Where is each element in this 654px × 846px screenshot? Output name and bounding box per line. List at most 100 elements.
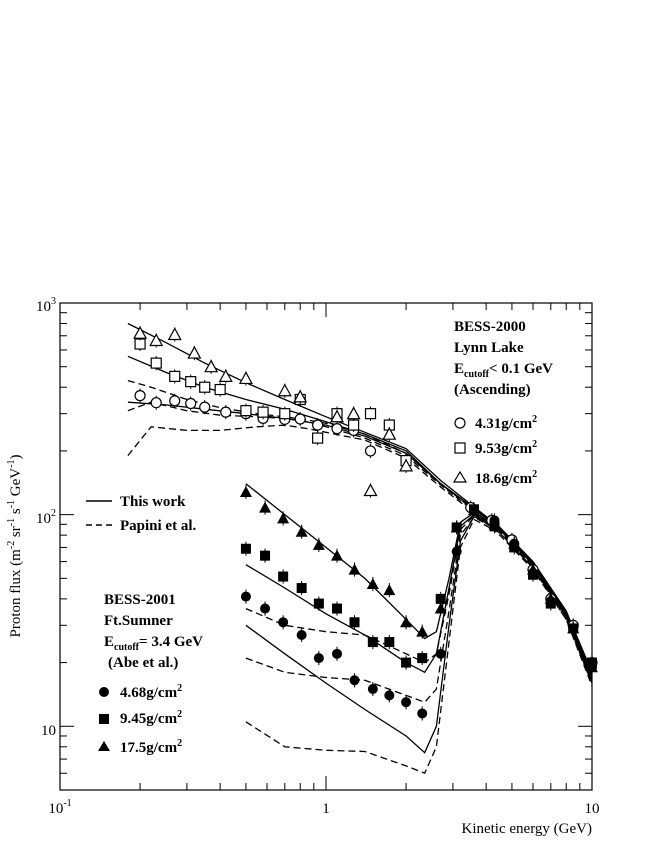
- data-point-filled-square: [401, 657, 412, 668]
- data-point-filled-triangle: [383, 584, 396, 596]
- line-legend: This work Papini et al.: [86, 494, 197, 534]
- legend-marker-filled-triangle: [98, 741, 110, 751]
- data-point-filled-triangle: [526, 563, 539, 575]
- data-point-filled-circle: [435, 648, 446, 659]
- data-point-open-circle: [220, 406, 232, 418]
- legend-2001-title: BESS-2001: [104, 592, 176, 608]
- data-point-filled-triangle: [586, 661, 598, 673]
- legend-series-label: 9.53g/cm2: [475, 439, 537, 457]
- x-tick-label-1: 1: [322, 801, 330, 817]
- data-point-filled-triangle: [450, 521, 463, 533]
- data-point-filled-triangle: [544, 592, 557, 604]
- data-point-filled-square: [332, 603, 343, 614]
- data-point-open-square: [150, 357, 162, 369]
- data-point-filled-circle: [401, 697, 412, 708]
- data-point-filled-circle: [349, 675, 360, 686]
- data-point-filled-circle: [296, 629, 307, 640]
- data-point-open-circle: [134, 390, 146, 402]
- data-point-filled-square: [278, 571, 289, 582]
- data-point-filled-square: [349, 617, 360, 628]
- data-point-filled-triangle: [239, 485, 252, 497]
- y-tick-label-1000: 103: [36, 296, 56, 315]
- data-point-filled-circle: [451, 546, 462, 557]
- data-point-filled-square: [384, 637, 395, 648]
- legend-papini: Papini et al.: [120, 518, 197, 534]
- data-point-filled-square: [313, 598, 324, 609]
- legend-marker-open-triangle: [452, 470, 468, 483]
- data-point-open-triangle: [167, 327, 182, 341]
- data-point-open-circle: [294, 413, 306, 425]
- data-point-open-square: [364, 408, 377, 420]
- data-point-open-circle: [331, 423, 343, 435]
- data-point-open-triangle: [293, 389, 308, 403]
- data-point-filled-triangle: [277, 512, 290, 524]
- data-point-open-triangle: [277, 383, 292, 397]
- data-point-open-triangle: [218, 369, 233, 382]
- data-point-filled-circle: [240, 591, 251, 602]
- data-point-open-circle: [312, 419, 324, 431]
- papini-curve: [245, 514, 593, 681]
- this-work-curve: [245, 483, 593, 678]
- data-point-open-triangle: [149, 333, 164, 347]
- legend-series-label: 18.6g/cm2: [475, 469, 537, 487]
- data-point-open-triangle: [382, 426, 397, 440]
- x-tick-label-10: 10: [585, 801, 600, 817]
- papini-curve: [245, 518, 593, 775]
- data-point-open-triangle: [363, 483, 378, 497]
- legend-marker-open-square: [454, 442, 466, 454]
- data-point-filled-triangle: [259, 501, 272, 513]
- data-point-filled-triangle: [295, 525, 308, 537]
- data-point-open-square: [279, 408, 291, 420]
- data-point-open-triangle: [329, 409, 345, 423]
- data-point-open-triangle: [346, 406, 361, 420]
- data-point-open-triangle: [204, 359, 219, 373]
- x-tick-label-0.1: 10-1: [48, 798, 71, 817]
- data-point-filled-square: [435, 593, 446, 604]
- data-point-open-square: [240, 405, 252, 417]
- data-point-open-square: [257, 406, 269, 418]
- data-point-filled-square: [260, 550, 271, 561]
- data-point-filled-circle: [313, 653, 324, 664]
- data-point-filled-triangle: [434, 602, 447, 614]
- data-point-filled-square: [240, 543, 251, 554]
- legend-marker-open-circle: [454, 417, 466, 429]
- legend-2001: BESS-2001 Ft.Sumner Ecutoff= 3.4 GeV (Ab…: [98, 592, 203, 756]
- legend-marker-filled-square: [99, 714, 109, 724]
- data-point-filled-square: [296, 583, 307, 594]
- data-point-filled-circle: [332, 648, 343, 659]
- data-point-filled-triangle: [331, 549, 344, 561]
- data-point-open-triangle: [399, 458, 414, 472]
- legend-2000-location: Lynn Lake: [454, 340, 524, 356]
- legend-2001-note: (Abe et al.): [108, 655, 178, 671]
- legend-2001-location: Ft.Sumner: [104, 613, 173, 629]
- legend-marker-filled-circle: [99, 687, 109, 697]
- data-point-filled-square: [367, 637, 378, 648]
- axis-ticks: [59, 302, 592, 791]
- data-point-filled-circle: [278, 617, 289, 628]
- legend-2000-note: (Ascending): [454, 382, 531, 398]
- data-point-open-triangle: [187, 345, 202, 359]
- data-point-filled-triangle: [400, 616, 413, 628]
- this-work-curve: [127, 355, 593, 676]
- data-point-filled-triangle: [488, 518, 501, 530]
- data-point-filled-circle: [260, 603, 271, 614]
- legend-series-label: 4.31g/cm2: [475, 414, 537, 432]
- legend-2001-cutoff: Ecutoff= 3.4 GeV: [104, 634, 203, 653]
- data-point-open-square: [348, 419, 360, 431]
- legend-2000-cutoff: Ecutoff< 0.1 GeV: [454, 361, 553, 380]
- data-point-filled-square: [417, 653, 428, 664]
- data-point-open-square: [169, 370, 181, 382]
- data-point-filled-triangle: [416, 625, 429, 637]
- this-work-curve: [245, 513, 593, 681]
- legend-this-work: This work: [120, 494, 186, 510]
- legend-series-label: 17.5g/cm2: [120, 738, 182, 756]
- y-tick-label-10: 10: [41, 723, 56, 739]
- y-tick-label-100: 102: [36, 508, 56, 527]
- data-point-open-triangle: [238, 371, 253, 385]
- legend-series-label: 4.68g/cm2: [120, 683, 182, 701]
- data-point-open-circle: [364, 445, 377, 457]
- data-point-open-square: [214, 383, 226, 396]
- y-axis-label: Proton flux (m-2 sr-1 s-1 GeV-1): [6, 455, 24, 638]
- data-point-open-circle: [199, 401, 211, 413]
